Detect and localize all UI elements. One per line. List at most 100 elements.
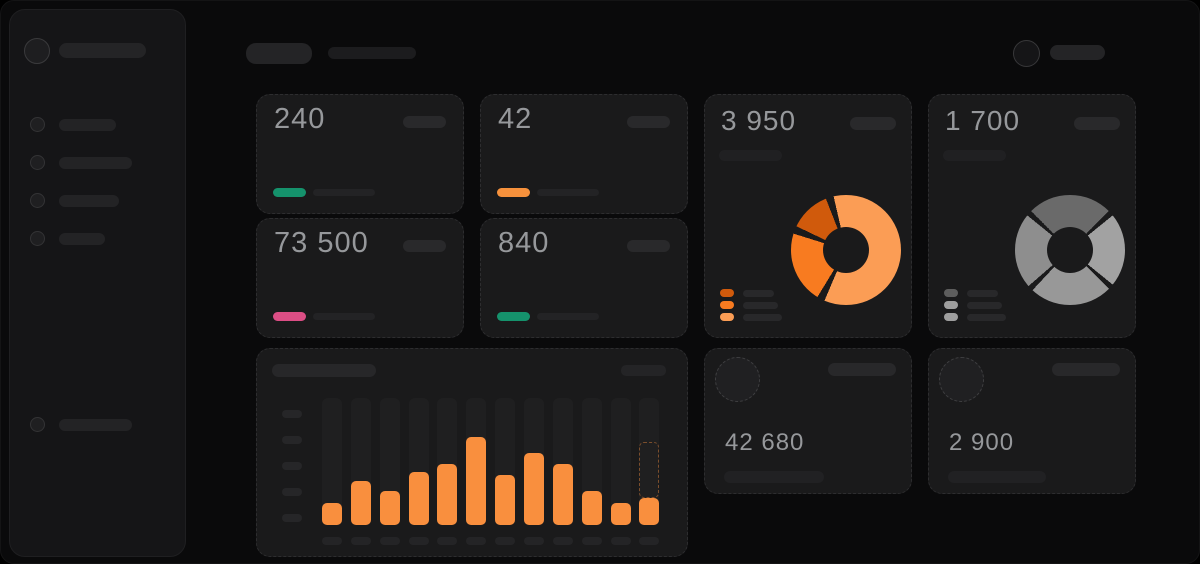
x-axis-tick-placeholder — [611, 537, 631, 545]
profile-avatar[interactable] — [24, 38, 50, 64]
stat-card: 42 — [480, 94, 688, 214]
profile-name-placeholder — [59, 43, 146, 58]
sidebar-nav — [30, 117, 132, 246]
card-menu-button-placeholder[interactable] — [1074, 117, 1120, 130]
bar — [553, 464, 573, 525]
chart-menu-button-placeholder[interactable] — [621, 365, 666, 376]
legend-label-placeholder — [967, 289, 998, 297]
donut-chart-card: 3 950 — [704, 94, 912, 338]
card-menu-button-placeholder[interactable] — [403, 116, 446, 128]
y-axis-tick-placeholder — [282, 462, 302, 470]
sidebar — [9, 9, 186, 557]
bar-track — [553, 398, 573, 525]
legend-swatch — [944, 289, 958, 297]
y-axis-tick-placeholder — [282, 410, 302, 418]
x-axis-tick-placeholder — [322, 537, 342, 545]
sidebar-item-label-placeholder — [59, 418, 132, 431]
donut-total-value: 1 700 — [945, 105, 1021, 136]
bar — [495, 475, 515, 525]
trend-indicator — [497, 188, 530, 197]
y-axis-tick-placeholder — [282, 436, 302, 444]
legend-label-placeholder — [967, 301, 1002, 309]
x-axis-tick-placeholder — [495, 537, 515, 545]
header-subtitle-placeholder — [328, 47, 416, 59]
user-name-placeholder — [1050, 45, 1105, 60]
legend-swatch — [720, 301, 734, 309]
stat-footer — [497, 188, 599, 197]
donut-legend — [720, 289, 782, 321]
bar — [351, 481, 371, 525]
trend-label-placeholder — [537, 189, 599, 196]
sidebar-item-icon-placeholder — [30, 117, 45, 132]
stat-value: 840 — [498, 227, 550, 259]
donut-chart — [1015, 195, 1125, 305]
sidebar-item[interactable] — [30, 117, 132, 132]
legend-swatch — [720, 313, 734, 321]
bar-track — [582, 398, 602, 525]
stat-footer — [497, 312, 599, 321]
summary-card: 42 680 — [704, 348, 912, 494]
summary-card: 2 900 — [928, 348, 1136, 494]
card-menu-button-placeholder[interactable] — [403, 240, 446, 252]
summary-icon-placeholder — [715, 357, 760, 402]
sidebar-item-label-placeholder — [59, 232, 105, 245]
bar-track — [409, 398, 429, 525]
legend-item — [944, 313, 1006, 321]
bar-track — [495, 398, 515, 525]
bar-chart-plot — [257, 349, 687, 556]
summary-value: 2 900 — [949, 429, 1015, 456]
stat-card: 240 — [256, 94, 464, 214]
bar-track — [524, 398, 544, 525]
trend-label-placeholder — [313, 313, 375, 320]
bar-chart-card — [256, 348, 688, 557]
y-axis-tick-placeholder — [282, 514, 302, 522]
card-menu-button-placeholder[interactable] — [1052, 363, 1120, 376]
sidebar-item-label-placeholder — [59, 118, 116, 131]
subtitle-placeholder — [719, 150, 782, 161]
sidebar-item[interactable] — [30, 417, 132, 432]
x-axis-tick-placeholder — [582, 537, 602, 545]
bar — [582, 491, 602, 525]
sidebar-item-icon-placeholder — [30, 231, 45, 246]
stat-footer — [273, 312, 375, 321]
legend-swatch — [720, 289, 734, 297]
sidebar-item-label-placeholder — [59, 156, 132, 169]
bar — [409, 472, 429, 525]
card-menu-button-placeholder[interactable] — [828, 363, 896, 376]
stat-card: 73 500 — [256, 218, 464, 338]
legend-swatch — [944, 301, 958, 309]
x-axis-tick-placeholder — [351, 537, 371, 545]
trend-label-placeholder — [537, 313, 599, 320]
bar-track — [380, 398, 400, 525]
legend-item — [720, 301, 782, 309]
x-axis-tick-placeholder — [466, 537, 486, 545]
card-menu-button-placeholder[interactable] — [627, 116, 670, 128]
header-button-placeholder[interactable] — [246, 43, 312, 64]
legend-label-placeholder — [743, 289, 774, 297]
donut-chart — [791, 195, 901, 305]
sidebar-item-icon-placeholder — [30, 155, 45, 170]
sidebar-item[interactable] — [30, 193, 132, 208]
x-axis-tick-placeholder — [437, 537, 457, 545]
bar-track — [639, 398, 659, 525]
sidebar-bottom — [30, 417, 132, 432]
subtitle-placeholder — [943, 150, 1006, 161]
card-menu-button-placeholder[interactable] — [850, 117, 896, 130]
trend-indicator — [273, 312, 306, 321]
sidebar-item[interactable] — [30, 231, 132, 246]
bar-track — [437, 398, 457, 525]
x-axis-tick-placeholder — [409, 537, 429, 545]
donut-legend — [944, 289, 1006, 321]
bar-ghost-outline — [639, 442, 659, 498]
stat-footer — [273, 188, 375, 197]
donut-hole — [1047, 227, 1093, 273]
sidebar-item[interactable] — [30, 155, 132, 170]
summary-value: 42 680 — [725, 429, 805, 456]
donut-chart-card: 1 700 — [928, 94, 1136, 338]
trend-indicator — [273, 188, 306, 197]
x-axis-tick-placeholder — [553, 537, 573, 545]
card-menu-button-placeholder[interactable] — [627, 240, 670, 252]
user-avatar[interactable] — [1013, 40, 1040, 67]
legend-label-placeholder — [743, 313, 782, 321]
